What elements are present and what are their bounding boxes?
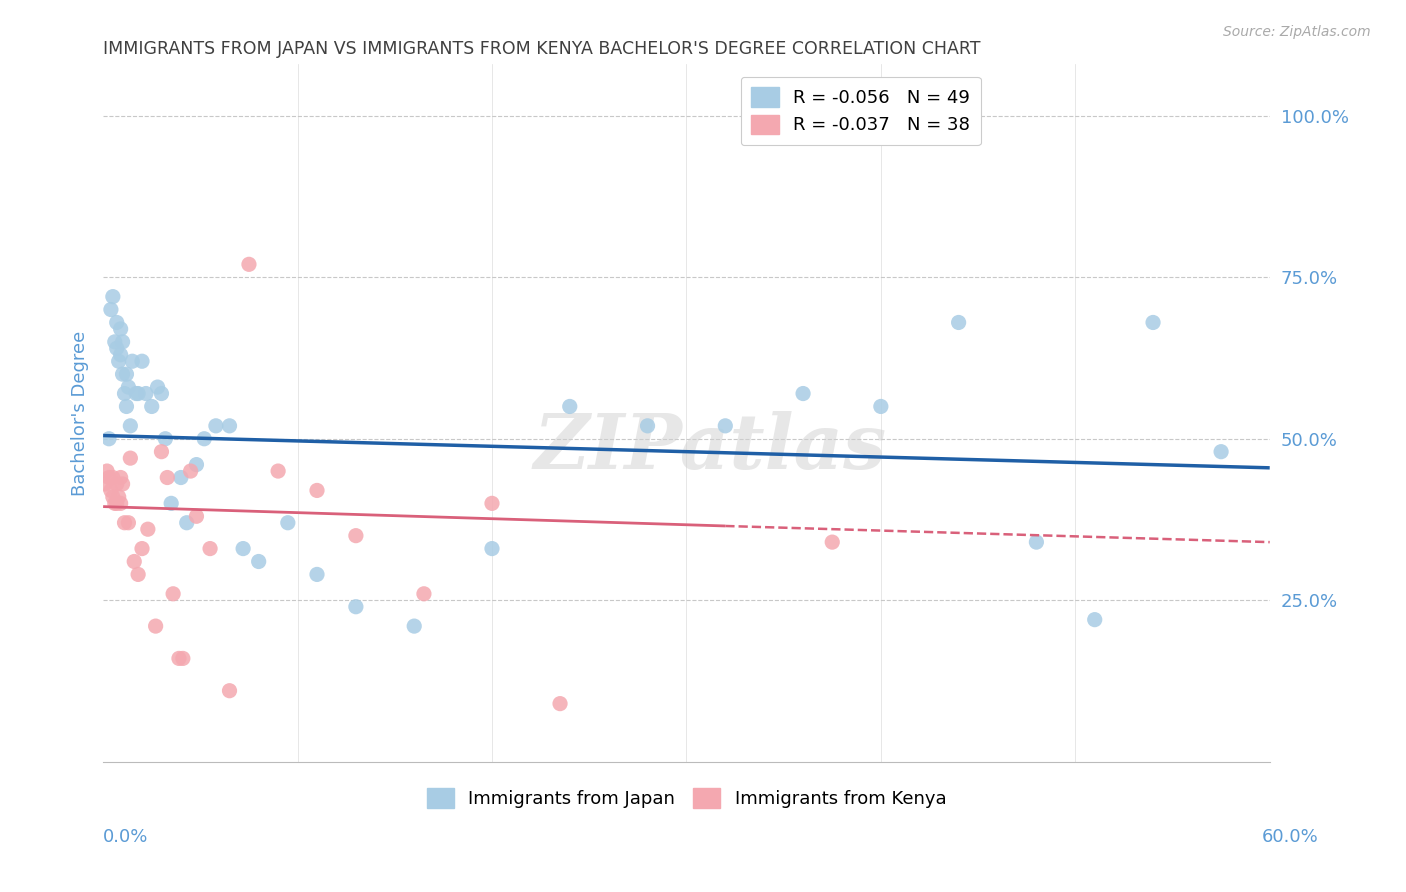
Point [131,541,153,556]
Point [121,354,143,368]
Point [156,470,179,484]
Point [104,334,127,349]
Point [104,496,127,510]
Point [127,386,149,401]
Point [558,400,581,414]
Point [714,418,737,433]
Point [821,535,844,549]
Point [344,599,367,614]
Point [111,334,134,349]
Point [150,444,173,458]
Point [344,529,367,543]
Point [167,651,190,665]
Point [101,290,124,304]
Point [125,386,148,401]
Point [481,541,503,556]
Point [180,464,202,478]
Point [548,697,571,711]
Point [117,516,139,530]
Point [232,541,254,556]
Point [94,477,117,491]
Point [637,418,659,433]
Point [160,496,183,510]
Point [110,348,132,362]
Point [247,554,270,568]
Point [115,367,138,381]
Point [97,432,120,446]
Point [114,386,136,401]
Point [193,432,215,446]
Point [120,418,142,433]
Point [186,509,208,524]
Point [404,619,426,633]
Point [1142,316,1164,330]
Text: ZIPatlas: ZIPatlas [533,411,886,484]
Point [115,400,138,414]
Point [107,354,129,368]
Text: IMMIGRANTS FROM JAPAN VS IMMIGRANTS FROM KENYA BACHELOR'S DEGREE CORRELATION CHA: IMMIGRANTS FROM JAPAN VS IMMIGRANTS FROM… [103,40,980,58]
Point [101,470,124,484]
Point [481,496,503,510]
Point [105,316,128,330]
Point [120,451,142,466]
Y-axis label: Bachelor's Degree: Bachelor's Degree [72,330,89,496]
Point [305,483,328,498]
Point [127,567,149,582]
Point [218,683,240,698]
Point [150,386,173,401]
Point [135,386,157,401]
Point [1025,535,1047,549]
Point [170,470,193,484]
Legend: Immigrants from Japan, Immigrants from Kenya: Immigrants from Japan, Immigrants from K… [419,781,953,815]
Point [107,490,129,504]
Point [110,496,132,510]
Point [948,316,970,330]
Point [277,516,299,530]
Point [186,458,208,472]
Point [97,470,120,484]
Text: 0.0%: 0.0% [103,828,148,846]
Text: 60.0%: 60.0% [1263,828,1319,846]
Point [105,477,128,491]
Point [1084,613,1107,627]
Point [218,418,240,433]
Text: Source: ZipAtlas.com: Source: ZipAtlas.com [1223,25,1371,39]
Point [111,367,134,381]
Point [111,477,134,491]
Point [110,470,132,484]
Point [176,516,198,530]
Point [238,257,260,271]
Point [131,354,153,368]
Point [114,516,136,530]
Point [105,341,128,355]
Point [96,464,118,478]
Point [172,651,194,665]
Point [117,380,139,394]
Point [122,554,145,568]
Point [100,483,122,498]
Point [136,522,159,536]
Point [145,619,167,633]
Point [162,587,184,601]
Point [869,400,891,414]
Point [105,496,128,510]
Point [110,322,132,336]
Point [155,432,177,446]
Point [792,386,814,401]
Point [141,400,163,414]
Point [146,380,169,394]
Point [1209,444,1232,458]
Point [205,418,228,433]
Point [198,541,221,556]
Point [100,302,122,317]
Point [305,567,328,582]
Point [413,587,436,601]
Point [267,464,290,478]
Point [101,490,124,504]
